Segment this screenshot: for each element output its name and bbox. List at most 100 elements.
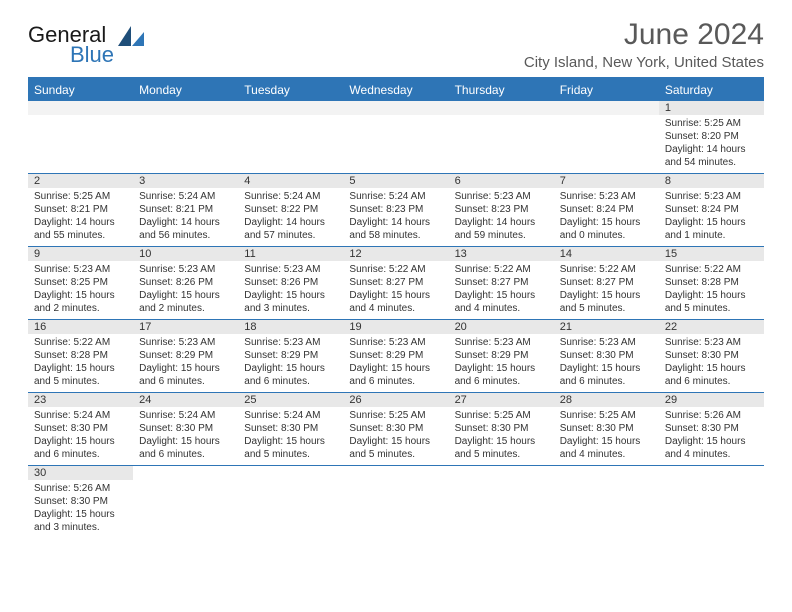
calendar-cell: 29Sunrise: 5:26 AMSunset: 8:30 PMDayligh…: [659, 393, 764, 466]
sunrise-text: Sunrise: 5:23 AM: [455, 336, 548, 349]
day-number-empty: [343, 466, 448, 480]
calendar-cell: [554, 466, 659, 539]
day-number: 10: [133, 247, 238, 261]
day-number: 30: [28, 466, 133, 480]
day-content: Sunrise: 5:23 AMSunset: 8:24 PMDaylight:…: [554, 188, 659, 246]
sunset-text: Sunset: 8:27 PM: [455, 276, 548, 289]
day-content: Sunrise: 5:25 AMSunset: 8:30 PMDaylight:…: [554, 407, 659, 465]
day-number: 9: [28, 247, 133, 261]
sunrise-text: Sunrise: 5:25 AM: [560, 409, 653, 422]
sunrise-text: Sunrise: 5:22 AM: [455, 263, 548, 276]
daylight-text-1: Daylight: 15 hours: [244, 289, 337, 302]
daylight-text-2: and 5 minutes.: [455, 448, 548, 461]
calendar-cell: 9Sunrise: 5:23 AMSunset: 8:25 PMDaylight…: [28, 247, 133, 320]
daylight-text-2: and 0 minutes.: [560, 229, 653, 242]
daylight-text-2: and 2 minutes.: [34, 302, 127, 315]
day-number: 27: [449, 393, 554, 407]
day-content: Sunrise: 5:23 AMSunset: 8:23 PMDaylight:…: [449, 188, 554, 246]
daylight-text-1: Daylight: 15 hours: [665, 362, 758, 375]
daylight-text-2: and 6 minutes.: [139, 448, 232, 461]
calendar-cell: 7Sunrise: 5:23 AMSunset: 8:24 PMDaylight…: [554, 174, 659, 247]
calendar-cell: 11Sunrise: 5:23 AMSunset: 8:26 PMDayligh…: [238, 247, 343, 320]
day-number: 15: [659, 247, 764, 261]
daylight-text-1: Daylight: 15 hours: [34, 289, 127, 302]
daylight-text-1: Daylight: 14 hours: [244, 216, 337, 229]
day-number: 22: [659, 320, 764, 334]
day-number: 14: [554, 247, 659, 261]
sunset-text: Sunset: 8:26 PM: [244, 276, 337, 289]
daylight-text-2: and 6 minutes.: [349, 375, 442, 388]
sunrise-text: Sunrise: 5:24 AM: [139, 190, 232, 203]
daylight-text-1: Daylight: 15 hours: [349, 435, 442, 448]
daylight-text-1: Daylight: 15 hours: [665, 435, 758, 448]
daylight-text-1: Daylight: 15 hours: [455, 362, 548, 375]
daylight-text-1: Daylight: 15 hours: [34, 362, 127, 375]
day-content: Sunrise: 5:23 AMSunset: 8:30 PMDaylight:…: [554, 334, 659, 392]
daylight-text-2: and 55 minutes.: [34, 229, 127, 242]
daylight-text-1: Daylight: 15 hours: [560, 216, 653, 229]
daylight-text-2: and 2 minutes.: [139, 302, 232, 315]
calendar-cell: [343, 466, 448, 539]
day-content: Sunrise: 5:23 AMSunset: 8:25 PMDaylight:…: [28, 261, 133, 319]
day-number: 23: [28, 393, 133, 407]
day-content: Sunrise: 5:25 AMSunset: 8:21 PMDaylight:…: [28, 188, 133, 246]
day-content: Sunrise: 5:25 AMSunset: 8:20 PMDaylight:…: [659, 115, 764, 173]
day-content: Sunrise: 5:23 AMSunset: 8:29 PMDaylight:…: [449, 334, 554, 392]
sunrise-text: Sunrise: 5:23 AM: [560, 336, 653, 349]
day-content: Sunrise: 5:22 AMSunset: 8:27 PMDaylight:…: [343, 261, 448, 319]
daylight-text-1: Daylight: 15 hours: [455, 289, 548, 302]
calendar-body: 1Sunrise: 5:25 AMSunset: 8:20 PMDaylight…: [28, 101, 764, 538]
sunset-text: Sunset: 8:30 PM: [455, 422, 548, 435]
daylight-text-2: and 3 minutes.: [244, 302, 337, 315]
day-number: 25: [238, 393, 343, 407]
daylight-text-1: Daylight: 15 hours: [139, 362, 232, 375]
day-number-empty: [659, 466, 764, 480]
daylight-text-1: Daylight: 14 hours: [139, 216, 232, 229]
day-number: 16: [28, 320, 133, 334]
calendar-cell: 22Sunrise: 5:23 AMSunset: 8:30 PMDayligh…: [659, 320, 764, 393]
day-content: Sunrise: 5:24 AMSunset: 8:30 PMDaylight:…: [28, 407, 133, 465]
daylight-text-2: and 6 minutes.: [34, 448, 127, 461]
sunrise-text: Sunrise: 5:24 AM: [244, 190, 337, 203]
calendar-cell: [28, 101, 133, 174]
daylight-text-2: and 57 minutes.: [244, 229, 337, 242]
sunrise-text: Sunrise: 5:23 AM: [560, 190, 653, 203]
sunset-text: Sunset: 8:20 PM: [665, 130, 758, 143]
logo: General Blue: [28, 24, 144, 66]
day-number: 5: [343, 174, 448, 188]
sunset-text: Sunset: 8:28 PM: [34, 349, 127, 362]
weekday-header-row: SundayMondayTuesdayWednesdayThursdayFrid…: [28, 78, 764, 101]
day-content: Sunrise: 5:24 AMSunset: 8:23 PMDaylight:…: [343, 188, 448, 246]
logo-word-2: Blue: [70, 44, 114, 66]
calendar-cell: 30Sunrise: 5:26 AMSunset: 8:30 PMDayligh…: [28, 466, 133, 539]
sunrise-text: Sunrise: 5:25 AM: [349, 409, 442, 422]
calendar-cell: 25Sunrise: 5:24 AMSunset: 8:30 PMDayligh…: [238, 393, 343, 466]
day-number-empty: [554, 466, 659, 480]
daylight-text-1: Daylight: 14 hours: [349, 216, 442, 229]
daylight-text-1: Daylight: 15 hours: [244, 362, 337, 375]
calendar-cell: 27Sunrise: 5:25 AMSunset: 8:30 PMDayligh…: [449, 393, 554, 466]
daylight-text-2: and 4 minutes.: [665, 448, 758, 461]
daylight-text-1: Daylight: 15 hours: [349, 362, 442, 375]
sunrise-text: Sunrise: 5:23 AM: [34, 263, 127, 276]
weekday-header: Monday: [133, 78, 238, 101]
sunrise-text: Sunrise: 5:25 AM: [34, 190, 127, 203]
daylight-text-1: Daylight: 15 hours: [560, 362, 653, 375]
day-content: Sunrise: 5:23 AMSunset: 8:24 PMDaylight:…: [659, 188, 764, 246]
calendar-cell: 16Sunrise: 5:22 AMSunset: 8:28 PMDayligh…: [28, 320, 133, 393]
daylight-text-2: and 6 minutes.: [560, 375, 653, 388]
sunrise-text: Sunrise: 5:22 AM: [34, 336, 127, 349]
daylight-text-2: and 5 minutes.: [244, 448, 337, 461]
calendar-cell: 20Sunrise: 5:23 AMSunset: 8:29 PMDayligh…: [449, 320, 554, 393]
day-number: 28: [554, 393, 659, 407]
calendar-cell: [238, 101, 343, 174]
daylight-text-2: and 5 minutes.: [560, 302, 653, 315]
sunset-text: Sunset: 8:30 PM: [349, 422, 442, 435]
daylight-text-1: Daylight: 15 hours: [560, 289, 653, 302]
sunset-text: Sunset: 8:21 PM: [34, 203, 127, 216]
day-content: Sunrise: 5:22 AMSunset: 8:28 PMDaylight:…: [28, 334, 133, 392]
sunset-text: Sunset: 8:23 PM: [349, 203, 442, 216]
calendar-cell: 3Sunrise: 5:24 AMSunset: 8:21 PMDaylight…: [133, 174, 238, 247]
day-number: 6: [449, 174, 554, 188]
day-number: 24: [133, 393, 238, 407]
